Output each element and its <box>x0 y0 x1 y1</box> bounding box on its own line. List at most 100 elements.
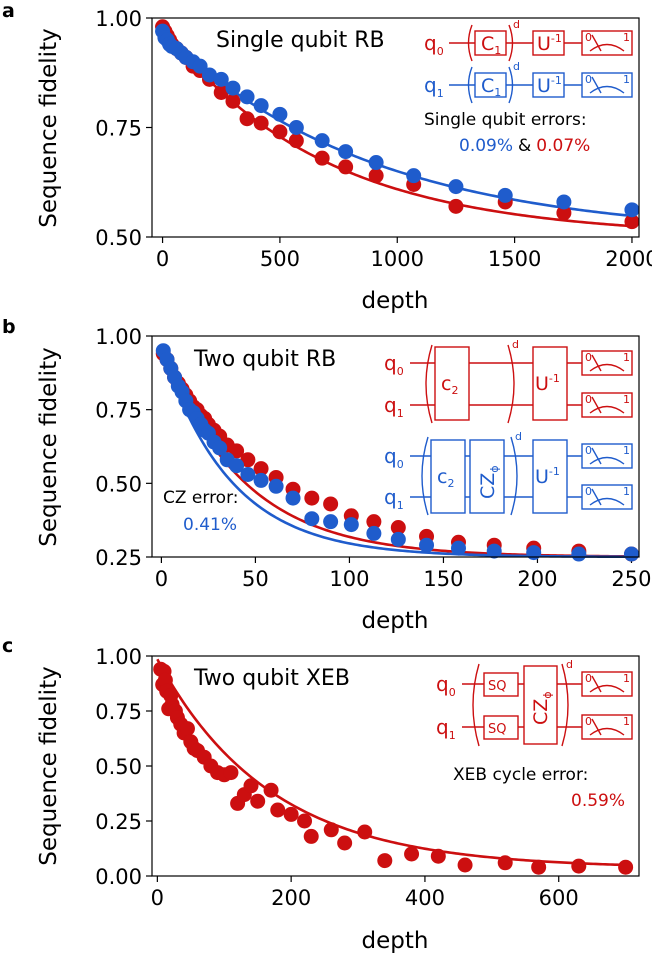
circuit-a-q1-labels: q1 C1 d U-1 0 1 <box>424 60 630 100</box>
panel-a-blue-point <box>497 187 513 203</box>
svg-text:0: 0 <box>585 393 592 406</box>
panel-c-red-point <box>250 793 266 809</box>
panel-c-x-tick-label: 0 <box>151 886 164 910</box>
circuit-b-red-block <box>410 344 633 424</box>
panel-a-red-point <box>239 111 255 127</box>
circuit-b-blue-labels: q0 q1 c2 CZϕ d U-1 0 1 0 1 <box>384 430 630 512</box>
panel-a-axes-frame <box>151 17 640 238</box>
panel-a-red-fit-line <box>161 25 633 228</box>
panel-b-axes-frame <box>151 335 640 558</box>
panel-b-x-tick-label: 0 <box>155 567 168 591</box>
panel-a-blue-point <box>202 67 218 83</box>
svg-text:0: 0 <box>585 485 592 498</box>
panel-c-red-point <box>357 824 373 840</box>
panel-b-x-tick-label: 50 <box>242 567 269 591</box>
panel-a-red-point <box>225 93 241 109</box>
panel-b-x-tick-label: 250 <box>611 567 651 591</box>
panel-c-y-tick-label: 0.25 <box>95 810 142 834</box>
panel-a-blue-point <box>288 120 304 135</box>
panel-c-red-point <box>377 853 393 869</box>
panel-b-blue-point <box>240 466 256 482</box>
panel-b-label: b <box>2 316 16 338</box>
svg-text:q1: q1 <box>384 485 404 512</box>
circuit-b-red-labels: q0 q1 c2 d U-1 0 1 0 1 <box>384 338 630 420</box>
svg-text:c2: c2 <box>441 373 458 397</box>
panel-a-blue-point <box>225 80 241 96</box>
svg-text:c2: c2 <box>437 466 454 490</box>
panel-b-error-value: 0.41% <box>183 515 237 535</box>
panel-a-red-point <box>253 115 269 131</box>
panel-b-red-point <box>229 443 245 459</box>
panel-a-blue-point <box>192 58 208 74</box>
panel-a-blue-point <box>624 202 640 218</box>
panel-b-y-tick-label: 0.75 <box>95 399 142 423</box>
svg-text:1: 1 <box>623 715 630 728</box>
svg-text:1: 1 <box>623 73 630 86</box>
svg-text:1: 1 <box>623 31 630 44</box>
panel-c-error-label: XEB cycle error: <box>453 765 588 785</box>
svg-text:U-1: U-1 <box>537 32 562 55</box>
panel-b-red-point <box>390 520 406 536</box>
panel-c-red-point <box>457 857 473 873</box>
svg-text:1: 1 <box>623 672 630 685</box>
svg-text:d: d <box>512 338 519 351</box>
panel-c-x-tick-label: 600 <box>539 886 579 910</box>
panel-a-y-axis-label: Sequence fidelity <box>36 28 62 227</box>
svg-text:1: 1 <box>623 351 630 364</box>
panel-c-red-point <box>430 848 446 864</box>
panel-b-blue-point <box>253 472 269 488</box>
panel-b-blue-point <box>450 540 466 556</box>
svg-text:C1: C1 <box>481 33 501 57</box>
panel-c-red-point <box>323 822 339 838</box>
svg-text:0: 0 <box>585 444 592 457</box>
panel-a-blue-point <box>338 144 354 160</box>
svg-text:q0: q0 <box>436 672 456 699</box>
panel-a-blue-point <box>448 179 464 195</box>
svg-text:q1: q1 <box>384 393 404 420</box>
panel-a-blue-point <box>556 194 572 210</box>
panel-c-error-value: 0.59% <box>571 791 625 811</box>
svg-text:0: 0 <box>585 31 592 44</box>
panel-c-red-point <box>571 858 587 874</box>
panel-b-blue-point <box>571 546 587 562</box>
panel-c-red-point <box>404 846 420 862</box>
svg-text:0: 0 <box>585 73 592 86</box>
panel-b-blue-point <box>268 478 284 494</box>
panel-b-x-axis-label: depth <box>362 608 429 634</box>
panel-b-title: Two qubit RB <box>193 347 336 372</box>
circuit-b-blue-block <box>410 436 633 516</box>
svg-text:q1: q1 <box>436 715 456 742</box>
panel-a-red-point <box>272 124 288 140</box>
svg-text:1: 1 <box>623 485 630 498</box>
panel-c-x-tick-label: 200 <box>271 886 311 910</box>
panel-b-blue-point <box>343 517 359 533</box>
panel-a-x-tick-label: 500 <box>260 247 300 271</box>
panel-b-red-point <box>304 490 320 506</box>
panel-a-red-point <box>368 168 384 184</box>
panel-c-y-tick-label: 1.00 <box>95 645 142 669</box>
svg-text:d: d <box>566 658 573 671</box>
svg-text:q1: q1 <box>424 73 444 100</box>
svg-text:d: d <box>513 18 520 31</box>
svg-text:d: d <box>515 430 522 443</box>
panel-a-red-point <box>213 84 229 100</box>
panel-c-red-point <box>243 778 259 794</box>
circuit-c-labels: q0 q1 SQ SQ CZϕ d 0 1 0 1 <box>436 658 630 742</box>
panel-c-circuit-diagram: q0 q1 SQ SQ CZϕ d 0 1 0 1 <box>436 658 633 747</box>
panel-b-blue-point <box>229 458 245 474</box>
svg-text:d: d <box>513 60 520 73</box>
panel-c: c 0 200 400 600 0.00 0.25 0.50 0.75 1.00 Sequenc… <box>2 635 640 954</box>
panel-b-x-tick-label: 100 <box>329 567 369 591</box>
panel-c-y-tick-label: 0.50 <box>95 755 142 779</box>
svg-text:q0: q0 <box>424 31 444 58</box>
svg-text:q0: q0 <box>384 351 404 378</box>
svg-text:SQ: SQ <box>488 679 506 694</box>
panel-a-x-tick-label: 0 <box>156 247 169 271</box>
panel-c-red-point <box>270 802 286 818</box>
panel-c-red-point <box>283 806 299 822</box>
panel-a-errors-label: Single qubit errors: <box>424 110 587 130</box>
panel-b-y-tick-label: 0.50 <box>95 472 142 496</box>
